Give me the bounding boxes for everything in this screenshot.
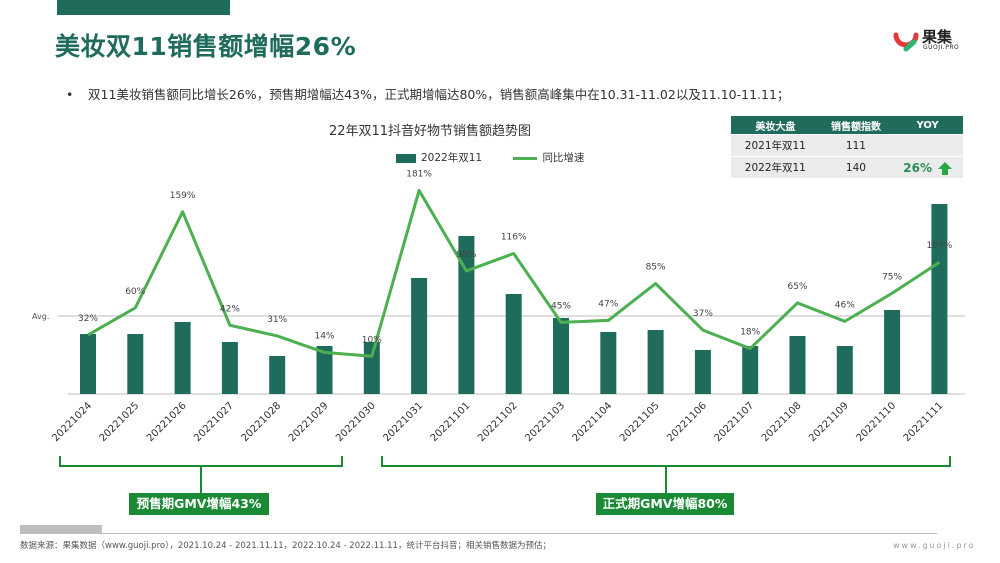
yoy-row-index: 111 bbox=[819, 134, 893, 157]
line-data-label: 85% bbox=[646, 263, 666, 273]
x-tick-label: 20221024 bbox=[50, 400, 94, 444]
yoy-row-index: 140 bbox=[819, 156, 893, 178]
yoy-header-market: 美妆大盘 bbox=[731, 116, 820, 135]
line-data-label: 45% bbox=[551, 301, 571, 311]
x-tick-label: 20221026 bbox=[145, 400, 189, 444]
bar bbox=[411, 278, 428, 394]
footer-divider bbox=[102, 533, 937, 534]
bar bbox=[647, 330, 664, 394]
line-data-label: 46% bbox=[835, 300, 855, 310]
yoy-row-yoy bbox=[892, 134, 963, 157]
avg-label: Avg. bbox=[32, 312, 49, 321]
bar bbox=[127, 334, 144, 394]
bar bbox=[269, 356, 286, 394]
yoy-row-label: 2022年双11 bbox=[731, 156, 820, 178]
x-tick-label: 20221101 bbox=[429, 400, 473, 444]
x-tick-label: 20221102 bbox=[476, 400, 520, 444]
x-tick-label: 20221027 bbox=[192, 400, 236, 444]
line-data-label: 116% bbox=[501, 232, 527, 242]
line-data-label: 31% bbox=[267, 315, 287, 325]
legend-line-label: 同比增速 bbox=[542, 152, 585, 164]
summary-text: 双11美妆销售额同比增长26%，预售期增幅达43%，正式期增幅达80%，销售额高… bbox=[88, 87, 790, 102]
bar bbox=[221, 342, 238, 394]
x-tick-label: 20221105 bbox=[618, 400, 662, 444]
bar bbox=[600, 332, 617, 394]
bar bbox=[789, 336, 806, 394]
line-data-label: 107% bbox=[927, 241, 953, 251]
bar bbox=[742, 346, 759, 394]
line-data-label: 159% bbox=[170, 191, 196, 201]
bar bbox=[694, 350, 711, 394]
table-row: 2021年双11 111 bbox=[731, 134, 963, 157]
x-tick-label: 20221029 bbox=[287, 400, 331, 444]
yoy-value: 26% bbox=[903, 160, 932, 175]
x-tick-label: 20221103 bbox=[523, 400, 567, 444]
yoy-row-yoy-cell: 26% bbox=[892, 156, 963, 178]
bar bbox=[884, 310, 901, 394]
presale-bracket bbox=[59, 456, 343, 467]
bar bbox=[174, 322, 191, 394]
x-tick-label: 20221031 bbox=[381, 400, 425, 444]
bullet-dot-icon: • bbox=[66, 87, 74, 102]
line-data-label: 42% bbox=[220, 304, 240, 314]
bar bbox=[80, 334, 96, 394]
table-row: 2022年双11 140 26% bbox=[731, 156, 963, 178]
line-data-label: 10% bbox=[362, 335, 382, 345]
bar bbox=[553, 318, 569, 394]
line-data-label: 18% bbox=[740, 328, 760, 338]
x-tick-label: 20221028 bbox=[240, 400, 284, 444]
line-data-label: 65% bbox=[787, 282, 807, 292]
bar bbox=[363, 342, 380, 394]
line-data-label: 32% bbox=[78, 314, 98, 324]
x-tick-label: 20221111 bbox=[902, 400, 946, 444]
legend-bar-swatch bbox=[396, 153, 416, 163]
yoy-table: 美妆大盘 销售额指数 YOY 2021年双11 111 2022年双11 140… bbox=[731, 116, 963, 178]
line-data-label: 60% bbox=[125, 287, 145, 297]
x-tick-label: 20221109 bbox=[807, 400, 851, 444]
logo-sub-text: GUOJI.PRO bbox=[923, 44, 960, 51]
footer-accent-bar bbox=[20, 525, 102, 534]
x-tick-label: 20221110 bbox=[854, 400, 898, 444]
yoy-row-label: 2021年双11 bbox=[731, 134, 820, 157]
bar bbox=[836, 346, 853, 394]
line-data-label: 37% bbox=[693, 309, 713, 319]
x-tick-label: 20221025 bbox=[98, 400, 142, 444]
x-tick-label: 20221104 bbox=[571, 400, 615, 444]
formal-bracket bbox=[381, 456, 951, 467]
growth-line bbox=[87, 188, 941, 358]
top-accent-bar bbox=[57, 0, 230, 15]
logo-mark-icon bbox=[893, 32, 919, 52]
yoy-header-yoy: YOY bbox=[892, 116, 963, 135]
footer-source: 数据来源：果集数据（www.guoji.pro），2021.10.24 - 20… bbox=[20, 541, 551, 551]
brand-logo[interactable]: 果集 GUOJI.PRO bbox=[893, 26, 973, 56]
legend-line-swatch bbox=[513, 156, 538, 160]
logo-brand-text: 果集 bbox=[922, 28, 953, 46]
line-data-label: 98% bbox=[456, 250, 476, 260]
footer-url: www.guoji.pro bbox=[893, 541, 976, 550]
bar bbox=[931, 204, 948, 394]
presale-label: 预售期GMV增幅43% bbox=[129, 493, 269, 515]
summary-bullet: • 双11美妆销售额同比增长26%，预售期增幅达43%，正式期增幅达80%，销售额… bbox=[66, 84, 789, 103]
chart-title: 22年双11抖音好物节销售额趋势图 bbox=[328, 124, 532, 139]
line-data-label: 47% bbox=[598, 299, 618, 309]
line-data-label: 14% bbox=[314, 331, 334, 341]
x-tick-label: 20221107 bbox=[713, 400, 757, 444]
x-tick-label: 20221106 bbox=[665, 400, 709, 444]
yoy-table-header: 美妆大盘 销售额指数 YOY bbox=[731, 116, 963, 135]
line-data-label: 181% bbox=[406, 169, 432, 179]
chart-legend: 2022年双11 同比增速 bbox=[396, 150, 584, 165]
legend-bar-label: 2022年双11 bbox=[421, 152, 483, 164]
bar bbox=[458, 236, 475, 394]
x-tick-label: 20221030 bbox=[334, 400, 378, 444]
up-arrow-icon bbox=[937, 161, 952, 175]
bar bbox=[316, 346, 333, 394]
line-data-label: 75% bbox=[882, 272, 902, 282]
bar bbox=[505, 294, 522, 394]
x-tick-label: 20221108 bbox=[760, 400, 804, 444]
yoy-header-index: 销售额指数 bbox=[819, 116, 893, 135]
page-title: 美妆双11销售额增幅26% bbox=[55, 32, 357, 61]
formal-label: 正式期GMV增幅80% bbox=[596, 493, 734, 515]
